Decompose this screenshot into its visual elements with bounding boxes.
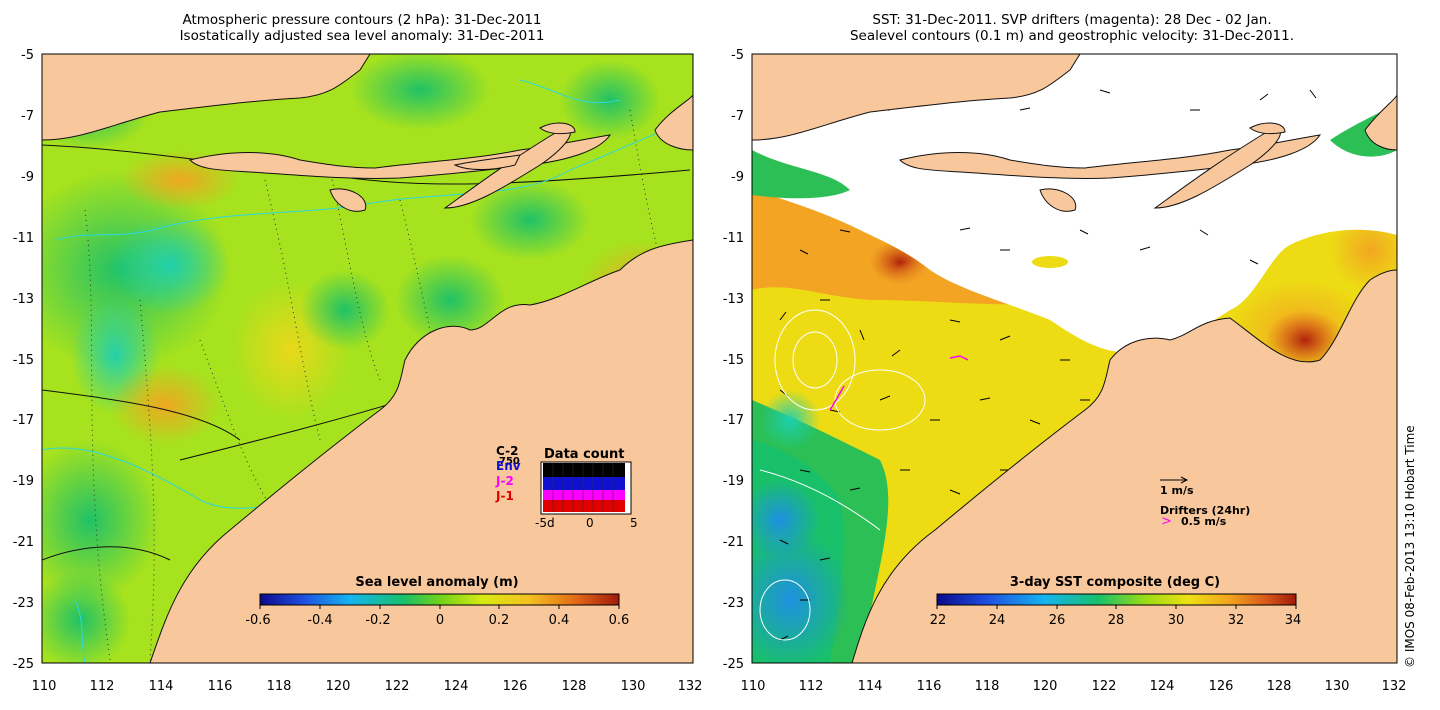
right-y-axis: -5 -7 -9 -11 -13 -15 -17 -19 -21 -23 -25: [723, 48, 744, 672]
left-ytick-5: -15: [13, 353, 34, 368]
left-ytick-6: -17: [13, 413, 34, 428]
sla-tick-6: 0.6: [609, 613, 630, 628]
inset-xtick-0: 0: [586, 516, 594, 530]
left-xtick-9: 128: [562, 679, 587, 694]
right-ytick-5: -15: [723, 353, 744, 368]
left-xtick-6: 122: [385, 679, 410, 694]
left-panel-title: Atmospheric pressure contours (2 hPa): 3…: [42, 12, 682, 44]
sla-colorbar-label: Sea level anomaly (m): [355, 575, 518, 590]
right-panel-title: SST: 31-Dec-2011. SVP drifters (magenta)…: [752, 12, 1392, 44]
right-xtick-0: 110: [741, 679, 766, 694]
left-frame: [41, 53, 694, 664]
velocity-scale-label: 1 m/s: [1160, 484, 1194, 497]
sst-colorbar-label: 3-day SST composite (deg C): [1010, 575, 1220, 590]
sla-tick-4: 0.2: [489, 613, 510, 628]
data-count-inset: Data count C-2 750 Env J-2 J-1 -5d 0 5: [495, 444, 638, 530]
right-map-panel: 1 m/s Drifters (24hr) > 0.5 m/s 3-day SS…: [752, 54, 1397, 663]
inset-series-j1: J-1: [495, 489, 514, 503]
right-land: [752, 54, 1397, 663]
left-ytick-4: -13: [13, 292, 34, 307]
sst-tick-2: 26: [1049, 613, 1066, 628]
left-xtick-0: 110: [32, 679, 57, 694]
right-ytick-7: -19: [723, 474, 744, 489]
left-xtick-4: 118: [267, 679, 292, 694]
inset-series-env: Env: [496, 459, 521, 473]
inset-title: Data count: [544, 447, 624, 462]
right-xtick-9: 128: [1267, 679, 1292, 694]
left-y-axis: -5 -7 -9 -11 -13 -15 -17 -19 -21 -23 -25: [13, 48, 34, 672]
left-ytick-1: -7: [21, 109, 34, 124]
left-ytick-0: -5: [21, 48, 34, 63]
left-ytick-10: -25: [13, 657, 34, 672]
drifters-scale-symbol: >: [1161, 514, 1172, 529]
right-xtick-3: 116: [917, 679, 942, 694]
right-xtick-6: 122: [1092, 679, 1117, 694]
drifters-scale-label: 0.5 m/s: [1181, 515, 1227, 528]
sst-tick-5: 32: [1228, 613, 1245, 628]
sla-colorbar: Sea level anomaly (m) -0.6 -0.4 -0.2 0 0…: [245, 575, 629, 628]
right-xtick-10: 130: [1325, 679, 1350, 694]
imos-credit: © IMOS 08-Feb-2013 13:10 Hobart Time: [1403, 425, 1417, 668]
right-ytick-1: -7: [731, 109, 744, 124]
inset-series-c2: C-2: [496, 444, 518, 458]
inset-xtick-neg5: -5d: [535, 516, 555, 530]
left-x-axis: 110 112 114 116 118 120 122 124 126 128 …: [32, 679, 703, 694]
velocity-legend: 1 m/s Drifters (24hr) > 0.5 m/s: [1160, 476, 1250, 529]
right-xtick-5: 120: [1033, 679, 1058, 694]
right-xtick-11: 132: [1382, 679, 1407, 694]
left-ytick-3: -11: [13, 231, 34, 246]
sla-tick-2: -0.2: [365, 613, 390, 628]
left-xtick-10: 130: [621, 679, 646, 694]
left-xtick-7: 124: [444, 679, 469, 694]
sla-tick-1: -0.4: [307, 613, 332, 628]
right-xtick-7: 124: [1150, 679, 1175, 694]
right-ytick-9: -23: [723, 596, 744, 611]
sealevel-contours: [759, 84, 1341, 641]
left-ytick-9: -23: [13, 596, 34, 611]
sla-tick-5: 0.4: [549, 613, 570, 628]
right-ytick-8: -21: [723, 535, 744, 550]
right-frame: [751, 53, 1398, 664]
inset-count-label: 750: [499, 456, 520, 467]
left-title-line2: Isostatically adjusted sea level anomaly…: [179, 28, 545, 44]
drifters-label: Drifters (24hr): [1160, 504, 1250, 517]
inset-xtick-5: 5: [630, 516, 638, 530]
sst-colorbar: 3-day SST composite (deg C) 22 24 26 28 …: [930, 575, 1302, 628]
right-ytick-6: -17: [723, 413, 744, 428]
left-xtick-2: 114: [149, 679, 174, 694]
left-land: [42, 54, 693, 663]
left-ytick-7: -19: [13, 474, 34, 489]
sst-tick-0: 22: [930, 613, 947, 628]
sst-tick-4: 30: [1168, 613, 1185, 628]
right-ytick-10: -25: [723, 657, 744, 672]
right-ytick-3: -11: [723, 231, 744, 246]
left-title-line1: Atmospheric pressure contours (2 hPa): 3…: [182, 12, 542, 28]
svp-drifter-tracks: [829, 355, 969, 411]
left-xtick-11: 132: [678, 679, 703, 694]
inset-series-j2: J-2: [495, 474, 514, 488]
sst-tick-1: 24: [989, 613, 1006, 628]
sst-tick-3: 28: [1108, 613, 1125, 628]
right-xtick-4: 118: [975, 679, 1000, 694]
sst-tick-6: 34: [1285, 613, 1302, 628]
right-x-axis: 110 112 114 116 118 120 122 124 126 128 …: [741, 679, 1407, 694]
right-ytick-4: -13: [723, 292, 744, 307]
right-ytick-2: -9: [731, 170, 744, 185]
left-xtick-3: 116: [208, 679, 233, 694]
right-xtick-8: 126: [1209, 679, 1234, 694]
sla-tick-0: -0.6: [245, 613, 270, 628]
left-xtick-5: 120: [326, 679, 351, 694]
left-ytick-8: -21: [13, 535, 34, 550]
right-ytick-0: -5: [731, 48, 744, 63]
right-title-line1: SST: 31-Dec-2011. SVP drifters (magenta)…: [872, 12, 1272, 28]
right-xtick-1: 112: [799, 679, 824, 694]
right-title-line2: Sealevel contours (0.1 m) and geostrophi…: [849, 28, 1295, 44]
left-map-panel: Data count C-2 750 Env J-2 J-1 -5d 0 5 S…: [42, 54, 693, 663]
sla-tick-3: 0: [436, 613, 444, 628]
left-xtick-8: 126: [503, 679, 528, 694]
left-xtick-1: 112: [90, 679, 115, 694]
right-xtick-2: 114: [858, 679, 883, 694]
left-ytick-2: -9: [21, 170, 34, 185]
